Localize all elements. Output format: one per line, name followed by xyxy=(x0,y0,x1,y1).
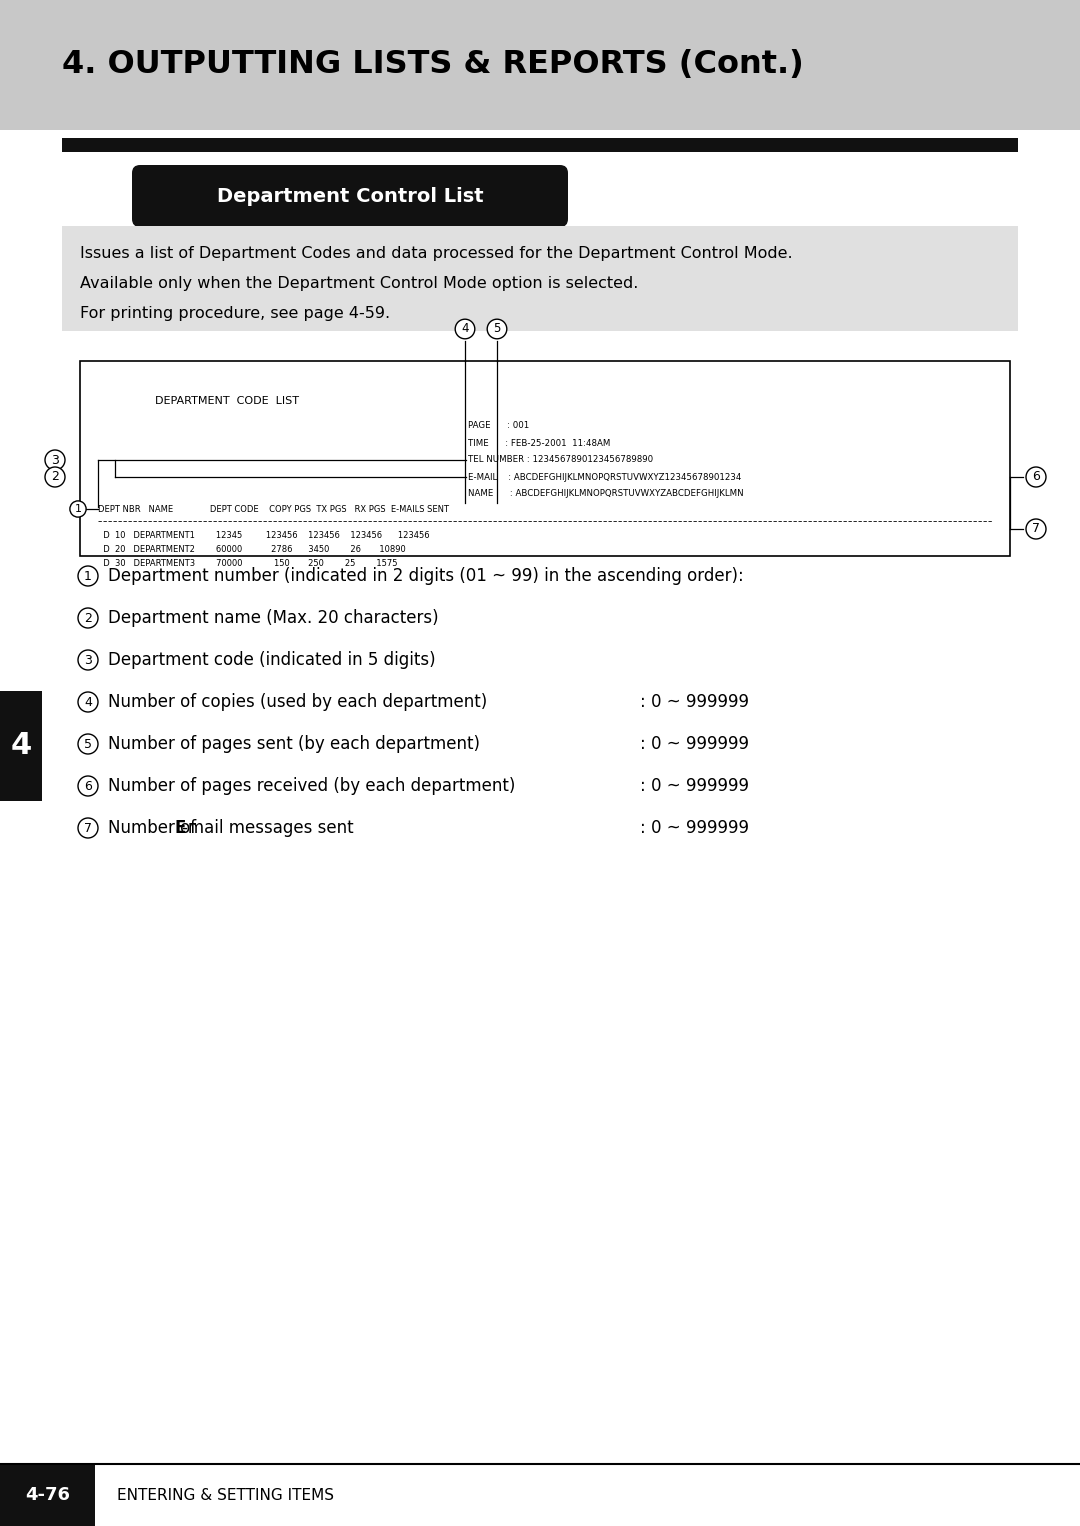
Text: DEPT NBR   NAME              DEPT CODE    COPY PGS  TX PGS   RX PGS  E-MAILS SEN: DEPT NBR NAME DEPT CODE COPY PGS TX PGS … xyxy=(98,505,449,514)
Text: TEL NUMBER : 1234567890123456789890: TEL NUMBER : 1234567890123456789890 xyxy=(468,455,653,464)
Text: DEPARTMENT  CODE  LIST: DEPARTMENT CODE LIST xyxy=(156,397,299,406)
Text: 1: 1 xyxy=(84,569,92,583)
Text: : 0 ~ 999999: : 0 ~ 999999 xyxy=(640,693,750,711)
Text: TIME      : FEB-25-2001  11:48AM: TIME : FEB-25-2001 11:48AM xyxy=(468,438,610,447)
Text: 1: 1 xyxy=(75,504,81,514)
Text: : 0 ~ 999999: : 0 ~ 999999 xyxy=(640,736,750,752)
Text: Department name (Max. 20 characters): Department name (Max. 20 characters) xyxy=(108,609,438,627)
Text: -mail messages sent: -mail messages sent xyxy=(183,819,354,836)
Text: D  10   DEPARTMENT1        12345         123456    123456    123456      123456: D 10 DEPARTMENT1 12345 123456 123456 123… xyxy=(98,531,430,540)
Bar xyxy=(0,1463,95,1526)
Text: E: E xyxy=(175,819,186,836)
Bar xyxy=(62,137,1018,153)
Text: D  30   DEPARTMENT3        70000            150       250        25        1575: D 30 DEPARTMENT3 70000 150 250 25 1575 xyxy=(98,559,397,568)
Text: : 0 ~ 999999: : 0 ~ 999999 xyxy=(640,777,750,795)
Bar xyxy=(0,691,42,801)
Text: D  20   DEPARTMENT2        60000           2786      3450        26       10890: D 20 DEPARTMENT2 60000 2786 3450 26 1089… xyxy=(98,545,406,554)
Text: For printing procedure, see page 4-59.: For printing procedure, see page 4-59. xyxy=(80,307,390,320)
Text: Department code (indicated in 5 digits): Department code (indicated in 5 digits) xyxy=(108,652,435,668)
Text: 4: 4 xyxy=(84,696,92,708)
Bar xyxy=(62,226,1018,331)
Text: 5: 5 xyxy=(494,322,501,336)
Text: 2: 2 xyxy=(51,470,59,484)
Text: Number of copies (used by each department): Number of copies (used by each departmen… xyxy=(108,693,487,711)
Text: 5: 5 xyxy=(84,737,92,751)
Text: ENTERING & SETTING ITEMS: ENTERING & SETTING ITEMS xyxy=(117,1488,334,1503)
Text: Number of: Number of xyxy=(108,819,201,836)
Text: Number of pages received (by each department): Number of pages received (by each depart… xyxy=(108,777,515,795)
Text: 4-76: 4-76 xyxy=(25,1486,70,1505)
Bar xyxy=(0,0,1080,130)
Text: NAME      : ABCDEFGHIJKLMNOPQRSTUVWXYZABCDEFGHIJKLMN: NAME : ABCDEFGHIJKLMNOPQRSTUVWXYZABCDEFG… xyxy=(468,490,744,499)
Text: 7: 7 xyxy=(1032,522,1040,536)
Text: 3: 3 xyxy=(51,453,59,467)
Text: 6: 6 xyxy=(1032,470,1040,484)
Text: E-MAIL    : ABCDEFGHIJKLMNOPQRSTUVWXYZ12345678901234: E-MAIL : ABCDEFGHIJKLMNOPQRSTUVWXYZ12345… xyxy=(468,473,741,482)
Text: 2: 2 xyxy=(84,612,92,624)
Text: Number of pages sent (by each department): Number of pages sent (by each department… xyxy=(108,736,480,752)
Text: 6: 6 xyxy=(84,780,92,792)
Text: 4. OUTPUTTING LISTS & REPORTS (Cont.): 4. OUTPUTTING LISTS & REPORTS (Cont.) xyxy=(62,49,804,81)
FancyBboxPatch shape xyxy=(132,165,568,227)
Bar xyxy=(0,1463,1080,1526)
Text: 3: 3 xyxy=(84,653,92,667)
Text: 4: 4 xyxy=(461,322,469,336)
Bar xyxy=(80,362,1010,555)
Text: : 0 ~ 999999: : 0 ~ 999999 xyxy=(640,819,750,836)
Text: Issues a list of Department Codes and data processed for the Department Control : Issues a list of Department Codes and da… xyxy=(80,246,793,261)
Text: 7: 7 xyxy=(84,821,92,835)
Text: Department number (indicated in 2 digits (01 ~ 99) in the ascending order):: Department number (indicated in 2 digits… xyxy=(108,568,744,584)
Text: 4: 4 xyxy=(11,731,31,760)
Text: PAGE      : 001: PAGE : 001 xyxy=(468,421,529,430)
Text: Available only when the Department Control Mode option is selected.: Available only when the Department Contr… xyxy=(80,276,638,291)
Text: Department Control List: Department Control List xyxy=(217,186,484,206)
